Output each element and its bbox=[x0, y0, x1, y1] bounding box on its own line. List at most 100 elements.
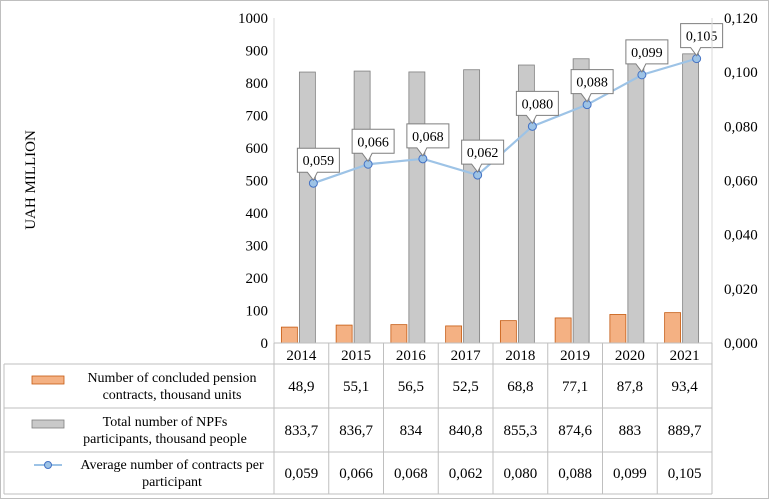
legend-label-line: participant bbox=[142, 475, 202, 490]
table-cell-value: 836,7 bbox=[339, 423, 373, 439]
bar-total-participants bbox=[627, 55, 645, 344]
data-label-text: 0,105 bbox=[686, 30, 718, 45]
line-average-contracts bbox=[313, 57, 697, 185]
data-label-text: 0,099 bbox=[631, 46, 663, 61]
legend-label-line: contracts, thousand units bbox=[103, 388, 242, 403]
right-tick-label: 0,120 bbox=[724, 11, 758, 27]
y-axis-label: UAH MILLION bbox=[23, 130, 39, 230]
left-tick-label: 0 bbox=[261, 336, 269, 352]
legend-label: Number of concluded pension contracts, th… bbox=[87, 371, 256, 403]
left-tick-label: 300 bbox=[246, 239, 269, 255]
bar-contracts bbox=[280, 326, 298, 344]
table-cell-value: 55,1 bbox=[343, 379, 369, 395]
table-cell-value: 0,066 bbox=[339, 466, 373, 482]
right-tick-label: 0,100 bbox=[724, 65, 758, 81]
legend-label: Average number of contracts per participa… bbox=[80, 458, 264, 490]
legend-label-line: Average number of contracts per bbox=[80, 458, 264, 473]
bar-contracts bbox=[554, 317, 572, 344]
right-tick-label: 0,000 bbox=[724, 336, 758, 352]
table-cell-value: 0,059 bbox=[285, 466, 319, 482]
table-cell-value: 52,5 bbox=[453, 379, 479, 395]
table-cell-value: 0,099 bbox=[613, 466, 647, 482]
left-tick-label: 500 bbox=[246, 174, 269, 190]
bar-total-participants bbox=[408, 71, 426, 344]
data-label-text: 0,062 bbox=[467, 146, 499, 161]
left-tick-label: 600 bbox=[246, 141, 269, 157]
left-tick-label: 1000 bbox=[238, 11, 268, 27]
table-cell-value: 834 bbox=[400, 423, 423, 439]
data-label-text: 0,059 bbox=[303, 154, 335, 169]
table-cell-value: 68,8 bbox=[507, 379, 533, 395]
table-cell-value: 56,5 bbox=[398, 379, 424, 395]
data-label-average: 0,062 bbox=[461, 139, 505, 174]
table-cell-value: 0,062 bbox=[449, 466, 483, 482]
bar-contracts bbox=[335, 324, 353, 344]
table-cell-value: 93,4 bbox=[672, 379, 699, 395]
bar-contracts bbox=[499, 320, 517, 344]
table-cell-value: 77,1 bbox=[562, 379, 588, 395]
data-label-text: 0,066 bbox=[357, 135, 389, 150]
left-tick-label: 800 bbox=[246, 76, 269, 92]
table-cell-value: 0,105 bbox=[668, 466, 702, 482]
data-label-text: 0,068 bbox=[412, 130, 444, 145]
left-tick-label: 700 bbox=[246, 109, 269, 125]
right-tick-label: 0,080 bbox=[724, 119, 758, 135]
bar-contracts bbox=[390, 324, 408, 344]
category-label: 2016 bbox=[396, 348, 427, 364]
data-label-average: 0,080 bbox=[515, 90, 559, 125]
data-label-average: 0,088 bbox=[570, 69, 614, 103]
right-tick-label: 0,020 bbox=[724, 282, 758, 298]
category-label: 2015 bbox=[341, 348, 371, 364]
legend-label: Total number of NPFs participants, thousa… bbox=[83, 415, 247, 447]
data-label-box bbox=[351, 128, 395, 163]
table-cell-value: 48,9 bbox=[288, 379, 314, 395]
bar-contracts bbox=[664, 312, 682, 344]
left-tick-label: 900 bbox=[246, 44, 269, 60]
data-label-box bbox=[296, 147, 340, 182]
table-cell-value: 0,088 bbox=[558, 466, 592, 482]
table-cell-value: 855,3 bbox=[504, 423, 538, 439]
data-label-average: 0,059 bbox=[296, 147, 340, 182]
legend-key-marker bbox=[44, 461, 52, 469]
legend-key-bar bbox=[31, 375, 65, 385]
data-label-average: 0,099 bbox=[625, 39, 669, 73]
category-label: 2014 bbox=[286, 348, 317, 364]
data-label-box bbox=[515, 90, 559, 125]
data-label-box bbox=[406, 123, 450, 157]
table-cell-value: 87,8 bbox=[617, 379, 643, 395]
data-label-box bbox=[625, 39, 669, 73]
table-cell-value: 883 bbox=[619, 423, 642, 439]
data-label-text: 0,088 bbox=[576, 76, 608, 91]
bar-total-participants bbox=[298, 71, 316, 344]
bar-total-participants bbox=[463, 69, 481, 344]
bar-total-participants bbox=[682, 53, 700, 344]
axes: 0 100 200 300 400 500 600 700 800 900 1000 0,000 0,0… bbox=[238, 11, 758, 352]
data-label-box bbox=[461, 139, 505, 174]
category-label: 2020 bbox=[615, 348, 645, 364]
data-label-average: 0,068 bbox=[406, 123, 450, 157]
legend-label-line: Total number of NPFs bbox=[103, 415, 228, 430]
right-tick-label: 0,040 bbox=[724, 228, 758, 244]
data-table: 2014 2015 2016 2017 2018 2019 2020 2021 Number o… bbox=[3, 342, 713, 495]
bar-total-participants bbox=[353, 70, 371, 344]
table-cell-value: 0,068 bbox=[394, 466, 428, 482]
left-tick-label: 200 bbox=[246, 271, 269, 287]
legend-key-bar bbox=[31, 419, 65, 429]
data-label-box bbox=[570, 69, 614, 103]
table-cell-value: 889,7 bbox=[668, 423, 702, 439]
category-label: 2019 bbox=[560, 348, 590, 364]
table-cell-value: 0,080 bbox=[504, 466, 538, 482]
right-tick-label: 0,060 bbox=[724, 174, 758, 190]
bar-contracts bbox=[609, 314, 627, 344]
legend-label-line: participants, thousand people bbox=[83, 432, 247, 447]
table-cell-value: 840,8 bbox=[449, 423, 483, 439]
category-label: 2021 bbox=[670, 348, 700, 364]
category-label: 2017 bbox=[451, 348, 482, 364]
data-label-text: 0,080 bbox=[522, 97, 554, 112]
left-tick-label: 100 bbox=[246, 304, 269, 320]
category-label: 2018 bbox=[505, 348, 535, 364]
left-tick-label: 400 bbox=[246, 206, 269, 222]
data-label-average: 0,066 bbox=[351, 128, 395, 163]
bar-contracts bbox=[445, 325, 463, 344]
